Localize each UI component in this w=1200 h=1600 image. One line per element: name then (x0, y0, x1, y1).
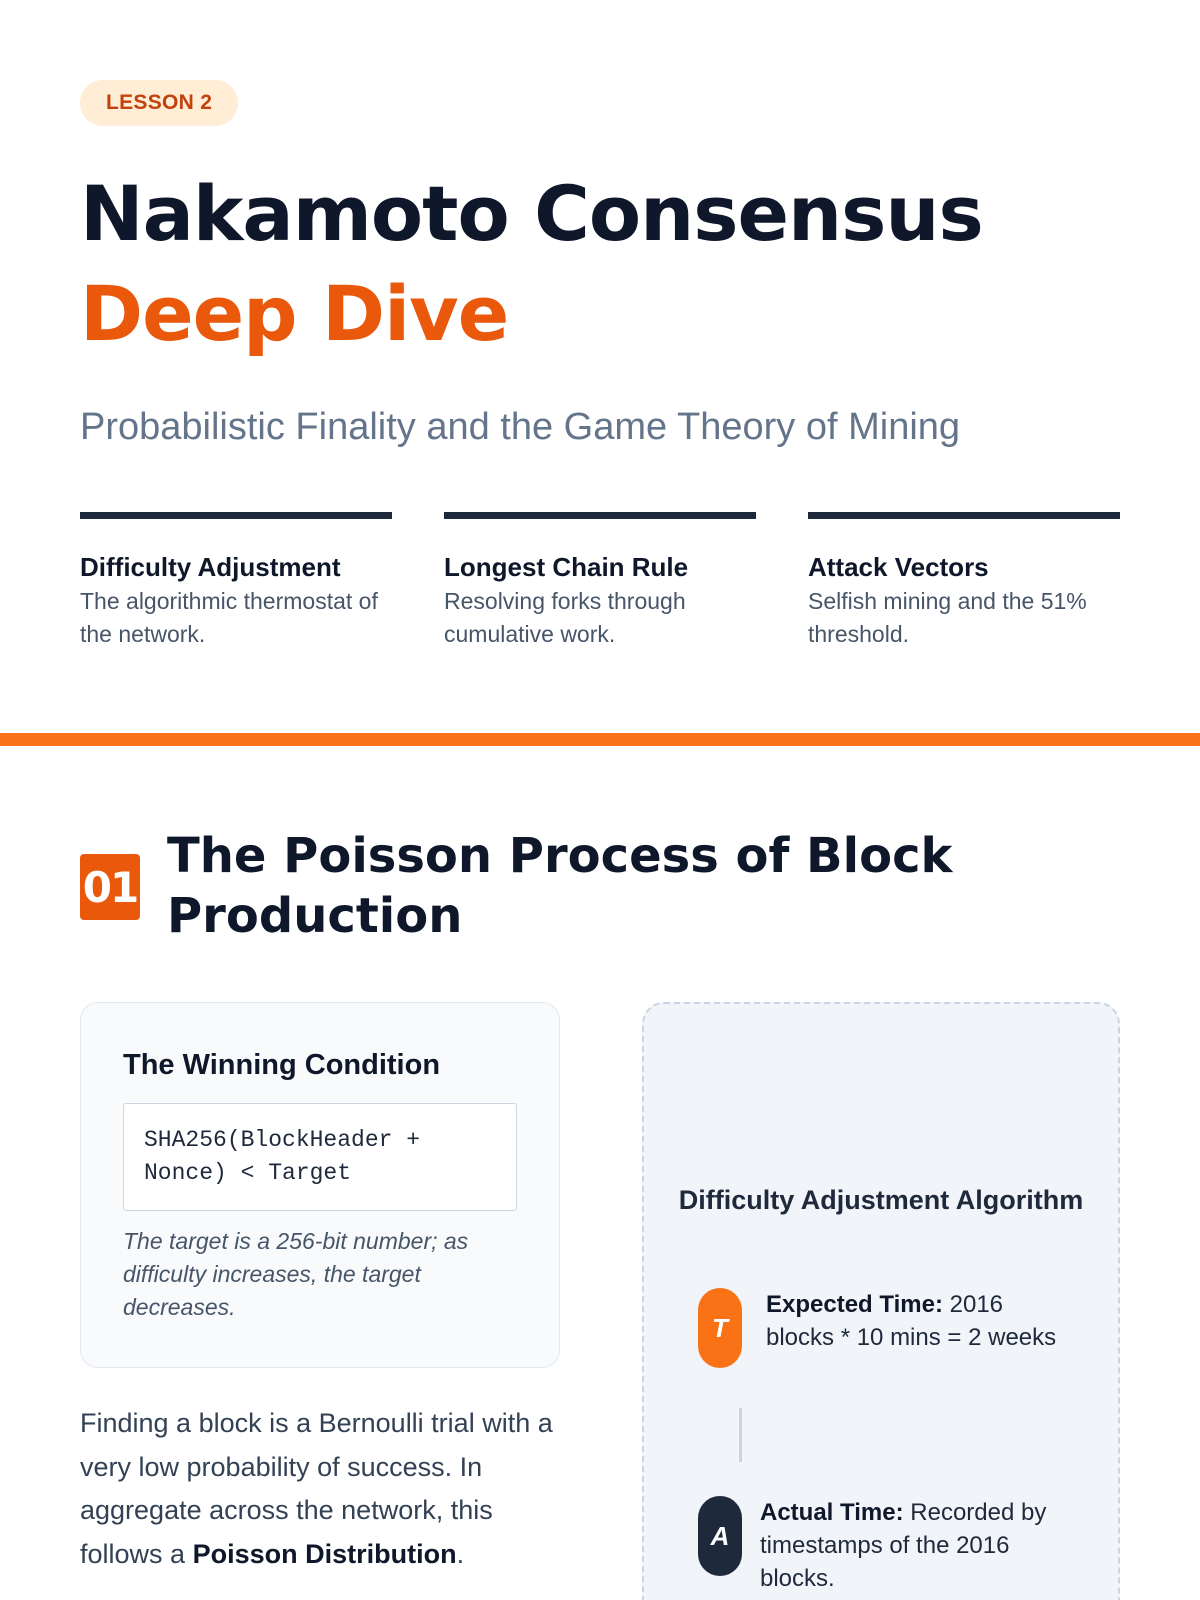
feature-description: The algorithmic thermostat of the networ… (80, 588, 378, 647)
feature-item: Difficulty Adjustment The algorithmic th… (80, 512, 392, 651)
title-line-1: Nakamoto Consensus (80, 169, 984, 258)
paragraph-text: Finding a block is a Bernoulli trial wit… (80, 1408, 553, 1569)
step-label: Actual Time: (760, 1499, 904, 1526)
step-value: 2016 blocks * 10 mins = 2 weeks (766, 1291, 1057, 1351)
panel-title: Difficulty Adjustment Algorithm (678, 1185, 1084, 1215)
section-divider (0, 733, 1200, 746)
step-value: Recorded by timestamps of the 2016 block… (760, 1499, 1047, 1592)
step-expected-time: T Expected Time: 2016 blocks * 10 mins =… (698, 1288, 1066, 1368)
lesson-badge: LESSON 2 (80, 80, 239, 126)
step-icon-a: A (698, 1496, 742, 1576)
feature-title: Difficulty Adjustment (80, 552, 341, 582)
step-label: Expected Time: (766, 1291, 943, 1318)
feature-title: Attack Vectors (808, 552, 989, 582)
title-line-2: Deep Dive (80, 269, 509, 358)
winning-condition-card: The Winning Condition SHA256(BlockHeader… (80, 1002, 560, 1368)
feature-item: Longest Chain Rule Resolving forks throu… (444, 512, 756, 651)
feature-description: Resolving forks through cumulative work. (444, 588, 686, 647)
code-block: SHA256(BlockHeader + Nonce) < Target (123, 1103, 517, 1211)
section-number: 01 (80, 854, 140, 920)
step-actual-time: A Actual Time: Recorded by timestamps of… (698, 1496, 1060, 1595)
feature-title: Longest Chain Rule (444, 552, 689, 582)
feature-item: Attack Vectors Selfish mining and the 51… (808, 512, 1120, 651)
card-title: The Winning Condition (123, 1049, 441, 1081)
step-icon-t: T (698, 1288, 742, 1368)
section-title: The Poisson Process of Block Production (167, 828, 953, 944)
step-text: Expected Time: 2016 blocks * 10 mins = 2… (766, 1288, 1066, 1354)
page-subtitle: Probabilistic Finality and the Game Theo… (80, 406, 961, 448)
paragraph-bold: Poisson Distribution (192, 1538, 457, 1569)
feature-description: Selfish mining and the 51% threshold. (808, 588, 1087, 647)
step-connector (739, 1408, 742, 1462)
section-poisson: 01 The Poisson Process of Block Producti… (80, 826, 1120, 1600)
difficulty-panel: Difficulty Adjustment Algorithm T Expect… (642, 1002, 1120, 1600)
section-header: 01 The Poisson Process of Block Producti… (80, 826, 1120, 946)
hero: LESSON 2 Nakamoto Consensus Deep Dive Pr… (0, 0, 1200, 734)
card-note: The target is a 256-bit number; as diffi… (123, 1228, 469, 1320)
feature-list: Difficulty Adjustment The algorithmic th… (80, 512, 1120, 651)
paragraph-end: . (456, 1538, 465, 1569)
body-paragraph: Finding a block is a Bernoulli trial wit… (80, 1402, 560, 1576)
step-text: Actual Time: Recorded by timestamps of t… (760, 1496, 1060, 1595)
page-title: Nakamoto Consensus Deep Dive (80, 164, 1120, 364)
section-columns: The Winning Condition SHA256(BlockHeader… (80, 1002, 1120, 1600)
